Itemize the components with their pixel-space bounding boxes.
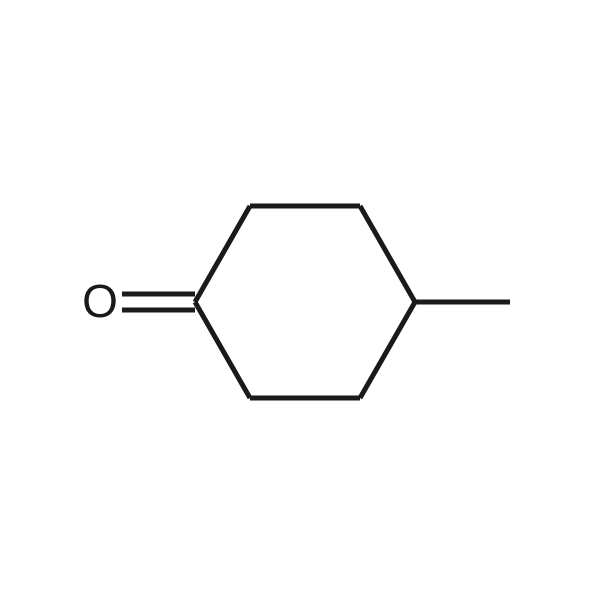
molecule-diagram: O [0, 0, 600, 600]
bond-C4-C5 [360, 206, 415, 302]
bonds-layer [122, 206, 510, 398]
bond-C1-C2 [195, 302, 250, 398]
atoms-layer: O [82, 275, 118, 327]
bond-C6-C1 [195, 206, 250, 302]
bond-C3-C4 [360, 302, 415, 398]
atom-label-O1: O [82, 275, 118, 327]
